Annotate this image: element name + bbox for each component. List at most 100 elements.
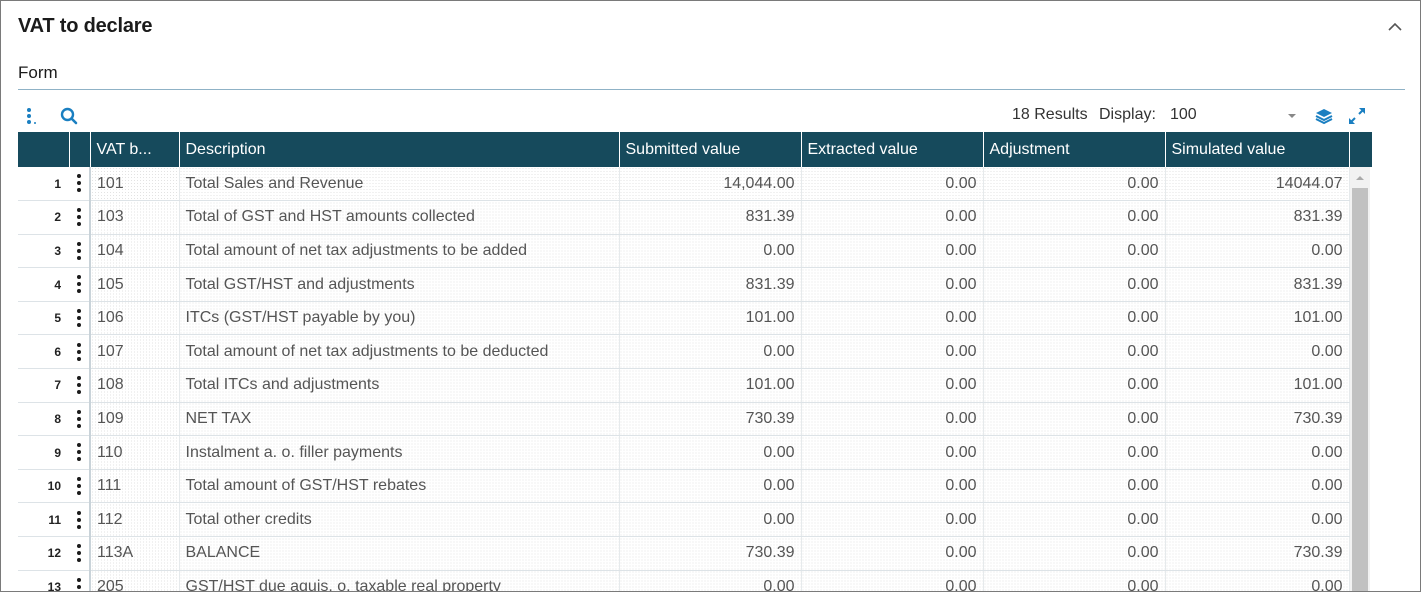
cell-description[interactable]: Total GST/HST and adjustments	[179, 267, 620, 302]
cell-submitted-value[interactable]: 730.39	[619, 536, 802, 571]
column-header-adjustment[interactable]: Adjustment	[983, 132, 1166, 167]
table-row[interactable]: 13 205 GST/HST due aquis. o. taxable real …	[18, 570, 1350, 591]
cell-simulated-value[interactable]: 14044.07	[1165, 167, 1350, 202]
cell-submitted-value[interactable]: 0.00	[619, 570, 802, 591]
cell-simulated-value[interactable]: 730.39	[1165, 536, 1350, 571]
cell-adjustment[interactable]: 0.00	[983, 469, 1166, 504]
row-menu-handle[interactable]	[69, 234, 91, 269]
expand-icon[interactable]	[1348, 107, 1366, 125]
table-row[interactable]: 10 111 Total amount of GST/HST rebates 0.00…	[18, 469, 1350, 504]
column-header-extracted-value[interactable]: Extracted value	[801, 132, 984, 167]
chevron-up-icon[interactable]	[1387, 21, 1403, 33]
cell-adjustment[interactable]: 0.00	[983, 536, 1166, 571]
cell-vat-box[interactable]: 101	[90, 167, 180, 202]
cell-extracted-value[interactable]: 0.00	[801, 536, 984, 571]
row-menu-handle[interactable]	[69, 502, 91, 538]
cell-extracted-value[interactable]: 0.00	[801, 469, 984, 504]
cell-simulated-value[interactable]: 101.00	[1165, 301, 1350, 336]
cell-vat-box[interactable]: 110	[90, 435, 180, 470]
cell-description[interactable]: Total other credits	[179, 502, 620, 538]
row-menu-handle[interactable]	[69, 469, 91, 504]
cell-extracted-value[interactable]: 0.00	[801, 334, 984, 370]
cell-description[interactable]: Total Sales and Revenue	[179, 167, 620, 202]
row-menu-handle[interactable]	[69, 435, 91, 470]
cell-extracted-value[interactable]: 0.00	[801, 435, 984, 470]
cell-vat-box[interactable]: 108	[90, 368, 180, 403]
kebab-icon[interactable]	[77, 510, 81, 529]
cell-vat-box[interactable]: 103	[90, 200, 180, 235]
cell-description[interactable]: Total amount of GST/HST rebates	[179, 469, 620, 504]
cell-extracted-value[interactable]: 0.00	[801, 167, 984, 202]
row-menu-handle[interactable]	[69, 368, 91, 403]
caret-down-icon[interactable]	[1285, 109, 1299, 123]
cell-extracted-value[interactable]: 0.00	[801, 234, 984, 269]
cell-extracted-value[interactable]: 0.00	[801, 502, 984, 538]
kebab-icon[interactable]	[77, 275, 81, 294]
cell-description[interactable]: Total ITCs and adjustments	[179, 368, 620, 403]
cell-simulated-value[interactable]: 0.00	[1165, 469, 1350, 504]
column-header-description[interactable]: Description	[179, 132, 620, 167]
cell-description[interactable]: Total amount of net tax adjustments to b…	[179, 334, 620, 370]
cell-adjustment[interactable]: 0.00	[983, 570, 1166, 591]
cell-submitted-value[interactable]: 0.00	[619, 502, 802, 538]
cell-adjustment[interactable]: 0.00	[983, 368, 1166, 403]
cell-extracted-value[interactable]: 0.00	[801, 402, 984, 437]
cell-simulated-value[interactable]: 101.00	[1165, 368, 1350, 403]
cell-simulated-value[interactable]: 0.00	[1165, 435, 1350, 470]
table-row[interactable]: 2 103 Total of GST and HST amounts collect…	[18, 200, 1350, 235]
kebab-icon[interactable]	[77, 477, 81, 496]
cell-simulated-value[interactable]: 0.00	[1165, 502, 1350, 538]
row-menu-handle[interactable]	[69, 301, 91, 336]
kebab-icon[interactable]	[77, 342, 81, 361]
kebab-icon[interactable]	[77, 174, 81, 193]
cell-submitted-value[interactable]: 0.00	[619, 469, 802, 504]
display-select[interactable]: 100	[1170, 106, 1197, 123]
cell-submitted-value[interactable]: 101.00	[619, 301, 802, 336]
cell-simulated-value[interactable]: 831.39	[1165, 267, 1350, 302]
cell-adjustment[interactable]: 0.00	[983, 301, 1166, 336]
table-row[interactable]: 3 104 Total amount of net tax adjustments …	[18, 234, 1350, 269]
kebab-menu-icon[interactable]	[21, 106, 41, 126]
cell-description[interactable]: NET TAX	[179, 402, 620, 437]
cell-submitted-value[interactable]: 0.00	[619, 334, 802, 370]
cell-vat-box[interactable]: 113A	[90, 536, 180, 571]
row-menu-handle[interactable]	[69, 167, 91, 202]
cell-adjustment[interactable]: 0.00	[983, 502, 1166, 538]
table-row[interactable]: 5 106 ITCs (GST/HST payable by you) 101.00 0…	[18, 301, 1350, 336]
table-row[interactable]: 12 113A BALANCE 730.39 0.00 0.00 730.39	[18, 536, 1350, 571]
scrollbar-thumb[interactable]	[1352, 188, 1368, 591]
cell-description[interactable]: ITCs (GST/HST payable by you)	[179, 301, 620, 336]
cell-description[interactable]: Total of GST and HST amounts collected	[179, 200, 620, 235]
cell-description[interactable]: Total amount of net tax adjustments to b…	[179, 234, 620, 269]
row-menu-handle[interactable]	[69, 570, 91, 591]
cell-adjustment[interactable]: 0.00	[983, 234, 1166, 269]
kebab-icon[interactable]	[77, 577, 81, 591]
cell-extracted-value[interactable]: 0.00	[801, 301, 984, 336]
cell-submitted-value[interactable]: 101.00	[619, 368, 802, 403]
kebab-icon[interactable]	[77, 376, 81, 395]
cell-vat-box[interactable]: 105	[90, 267, 180, 302]
cell-submitted-value[interactable]: 831.39	[619, 200, 802, 235]
kebab-icon[interactable]	[77, 309, 81, 328]
cell-simulated-value[interactable]: 0.00	[1165, 570, 1350, 591]
cell-vat-box[interactable]: 205	[90, 570, 180, 591]
row-menu-handle[interactable]	[69, 536, 91, 571]
table-row[interactable]: 8 109 NET TAX 730.39 0.00 0.00 730.39	[18, 402, 1350, 437]
table-row[interactable]: 1 101 Total Sales and Revenue 14,044.00 0.00…	[18, 167, 1350, 202]
kebab-icon[interactable]	[77, 409, 81, 428]
cell-description[interactable]: BALANCE	[179, 536, 620, 571]
table-row[interactable]: 11 112 Total other credits 0.00 0.00 0.00 0.00	[18, 502, 1350, 538]
scroll-up-icon[interactable]	[1353, 173, 1367, 183]
column-header-submitted-value[interactable]: Submitted value	[619, 132, 802, 167]
column-header-vat-box[interactable]: VAT b...	[90, 132, 180, 167]
table-row[interactable]: 4 105 Total GST/HST and adjustments 831.39 0…	[18, 267, 1350, 302]
cell-simulated-value[interactable]: 730.39	[1165, 402, 1350, 437]
table-row[interactable]: 9 110 Instalment a. o. filler payments 0.00…	[18, 435, 1350, 470]
cell-vat-box[interactable]: 111	[90, 469, 180, 504]
search-icon[interactable]	[59, 106, 79, 126]
cell-adjustment[interactable]: 0.00	[983, 267, 1166, 302]
cell-vat-box[interactable]: 107	[90, 334, 180, 370]
cell-adjustment[interactable]: 0.00	[983, 435, 1166, 470]
cell-simulated-value[interactable]: 831.39	[1165, 200, 1350, 235]
kebab-icon[interactable]	[77, 208, 81, 227]
